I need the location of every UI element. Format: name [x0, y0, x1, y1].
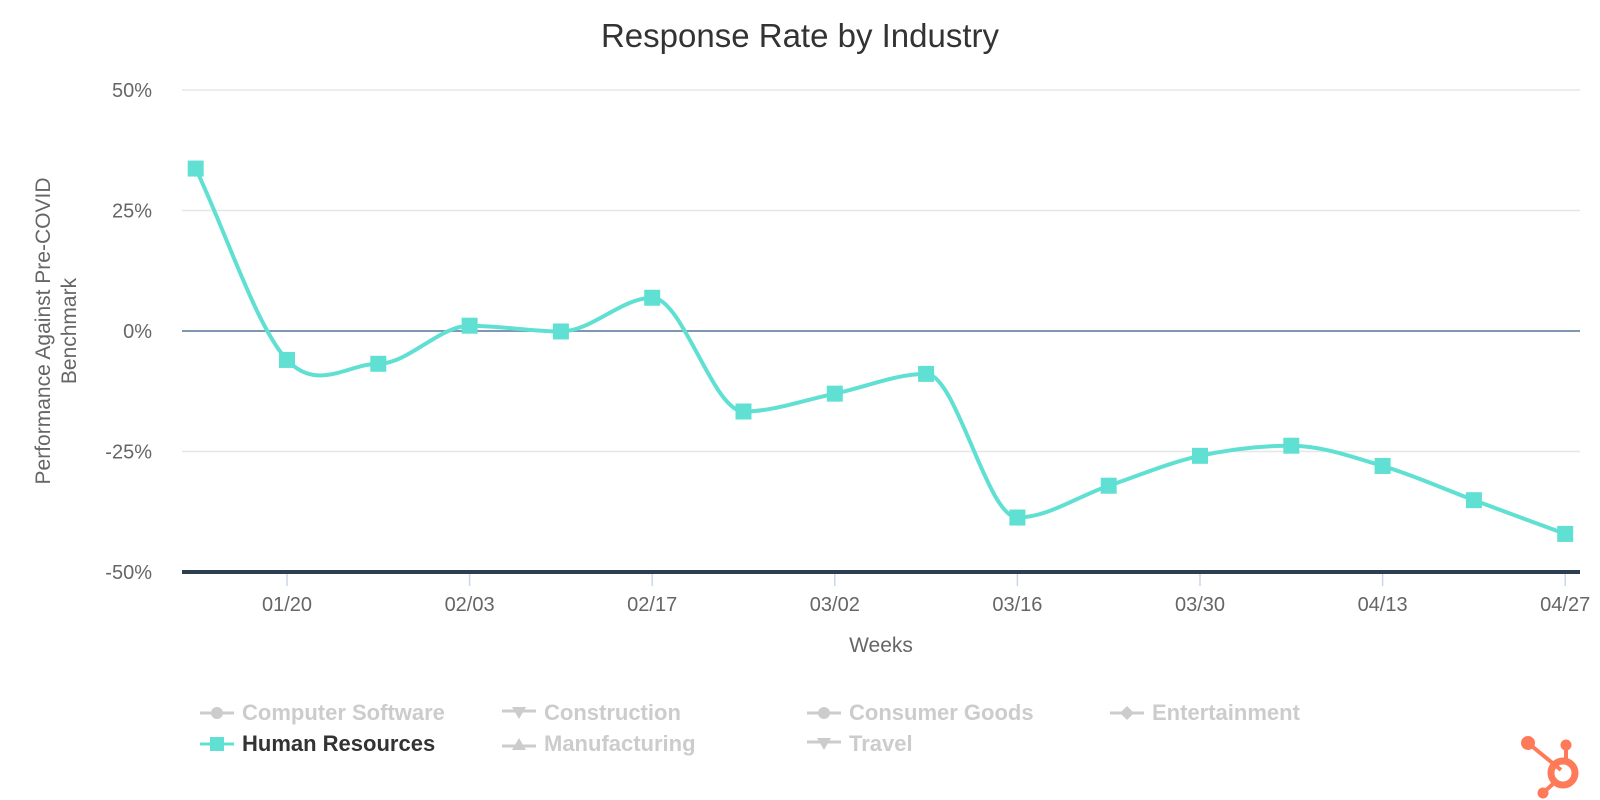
data-point-marker[interactable] — [187, 160, 204, 177]
data-point-marker[interactable] — [1100, 477, 1117, 494]
circle-marker-icon — [807, 707, 841, 719]
chart-title: Response Rate by Industry — [601, 17, 1000, 54]
x-tick-label: 02/03 — [445, 594, 495, 616]
legend-item-travel[interactable]: Travel — [807, 729, 913, 759]
legend-item-human-resources[interactable]: Human Resources — [200, 729, 435, 759]
y-axis-title: Performance Against Pre-COVID Benchmark — [32, 178, 81, 485]
y-tick-label: 50% — [112, 80, 152, 102]
square-marker-icon — [200, 737, 234, 751]
legend-label: Travel — [849, 731, 913, 756]
y-axis-title-line-1: Performance Against Pre-COVID — [32, 178, 55, 485]
data-point-marker[interactable] — [1465, 492, 1482, 509]
circle-marker-icon — [200, 707, 234, 719]
data-point-marker[interactable] — [1283, 437, 1300, 454]
legend-item-manufacturing[interactable]: Manufacturing — [502, 729, 696, 759]
grid-lines — [182, 89, 1580, 453]
hubspot-sprocket-icon — [1521, 736, 1579, 799]
legend-item-computer-software[interactable]: Computer Software — [200, 698, 445, 728]
triangle-down-marker-icon — [807, 738, 841, 750]
data-point-marker[interactable] — [1009, 509, 1026, 526]
x-tick-label: 03/30 — [1175, 594, 1225, 616]
data-point-marker[interactable] — [826, 385, 843, 402]
data-point-marker[interactable] — [370, 355, 387, 372]
legend-label: Computer Software — [242, 700, 445, 725]
y-tick-label: 25% — [112, 201, 152, 223]
y-tick-label: 0% — [123, 321, 152, 343]
x-tick-label: 03/16 — [992, 594, 1042, 616]
data-point-marker[interactable] — [552, 323, 569, 340]
diamond-marker-icon — [1110, 706, 1144, 720]
x-tick-label: 02/17 — [627, 594, 677, 616]
series-human-resources[interactable] — [187, 160, 1574, 542]
data-point-marker[interactable] — [279, 351, 295, 368]
data-point-marker[interactable] — [461, 317, 478, 334]
legend-item-construction[interactable]: Construction — [502, 698, 681, 728]
triangle-marker-icon — [502, 738, 536, 750]
legend-label: Manufacturing — [544, 731, 696, 756]
chart-legend: Computer Software Construction Consumer … — [200, 698, 1400, 768]
x-axis-tick-labels: 01/20 02/03 02/17 03/02 03/16 03/30 04/13 04/27 — [262, 594, 1590, 616]
legend-item-entertainment[interactable]: Entertainment — [1110, 698, 1300, 728]
y-axis-title-line-2: Benchmark — [58, 277, 81, 384]
y-tick-label: -50% — [105, 562, 152, 584]
legend-label: Consumer Goods — [849, 700, 1034, 725]
data-point-marker[interactable] — [644, 289, 661, 306]
data-point-marker[interactable] — [1557, 525, 1574, 542]
y-tick-label: -25% — [105, 442, 152, 464]
triangle-down-marker-icon — [502, 707, 536, 719]
x-tick-label: 04/13 — [1358, 594, 1408, 616]
y-axis-tick-labels: 50% 25% 0% -25% -50% — [105, 80, 152, 584]
x-axis — [182, 570, 1580, 586]
legend-label: Entertainment — [1152, 700, 1300, 725]
legend-label: Construction — [544, 700, 681, 725]
data-point-marker[interactable] — [735, 403, 752, 420]
data-point-marker[interactable] — [918, 365, 935, 382]
x-tick-label: 04/27 — [1540, 594, 1590, 616]
series-line — [193, 166, 1568, 536]
x-axis-title: Weeks — [849, 634, 913, 657]
legend-item-consumer-goods[interactable]: Consumer Goods — [807, 698, 1034, 728]
legend-label: Human Resources — [242, 731, 436, 756]
data-point-marker[interactable] — [1374, 457, 1391, 474]
x-tick-label: 03/02 — [810, 594, 860, 616]
data-point-marker[interactable] — [1192, 447, 1208, 464]
x-tick-label: 01/20 — [262, 594, 312, 616]
